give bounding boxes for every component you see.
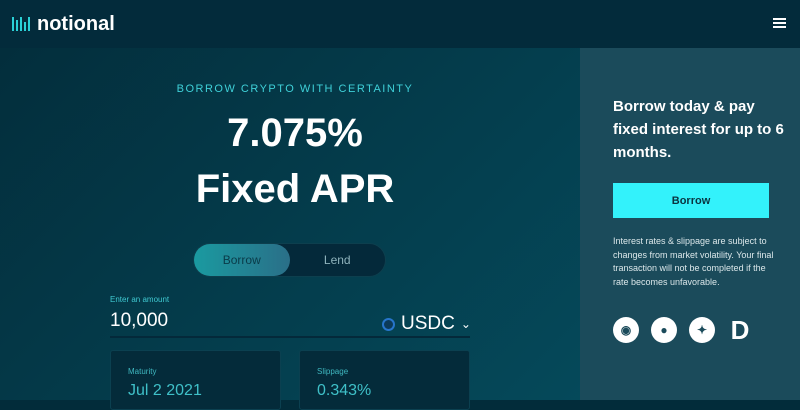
defipulse-icon[interactable]: D (730, 314, 750, 345)
slippage-value: 0.343% (317, 382, 372, 399)
tagline: BORROW CRYPTO WITH CERTAINTY (176, 83, 414, 95)
chevron-down-icon: ⌄ (460, 317, 471, 331)
logo-icon (12, 17, 30, 31)
brand-name: notional (37, 12, 115, 35)
header: notional (0, 0, 800, 48)
rate-label: Fixed APR (195, 167, 395, 211)
main-panel: BORROW CRYPTO WITH CERTAINTY 7.075% Fixe… (0, 48, 580, 400)
tab-borrow[interactable]: Borrow (194, 244, 290, 276)
slippage-label: Slippage (317, 367, 349, 376)
currency-label: USDC (401, 313, 455, 334)
discord-icon[interactable]: ◉ (613, 317, 639, 343)
borrow-lend-toggle: Borrow Lend (193, 243, 386, 277)
maturity-label: Maturity (128, 367, 157, 376)
borrow-button[interactable]: Borrow (613, 183, 769, 218)
tab-lend[interactable]: Lend (323, 253, 351, 267)
slippage-card[interactable]: Slippage 0.343% (299, 350, 470, 410)
maturity-card[interactable]: Maturity Jul 2 2021 (110, 350, 281, 410)
hamburger-icon[interactable] (773, 18, 786, 30)
usdc-coin-icon (382, 317, 395, 331)
sidebar-title: Borrow today & pay fixed interest for up… (613, 98, 784, 161)
amount-underline (110, 336, 470, 338)
maturity-value: Jul 2 2021 (128, 382, 202, 399)
disclaimer: Interest rates & slippage are subject to… (613, 236, 774, 287)
sidebar (580, 48, 800, 400)
currency-select[interactable]: USDC ⌄ (382, 313, 471, 335)
twitter-icon[interactable]: ✦ (689, 317, 715, 343)
logo[interactable]: notional (12, 13, 115, 36)
amount-input[interactable]: 10,000 (110, 310, 169, 331)
amount-label: Enter an amount (110, 295, 170, 304)
github-icon[interactable]: ● (651, 317, 677, 343)
social-links: ◉ ● ✦ D (613, 314, 753, 345)
rate: 7.075% (227, 111, 363, 155)
